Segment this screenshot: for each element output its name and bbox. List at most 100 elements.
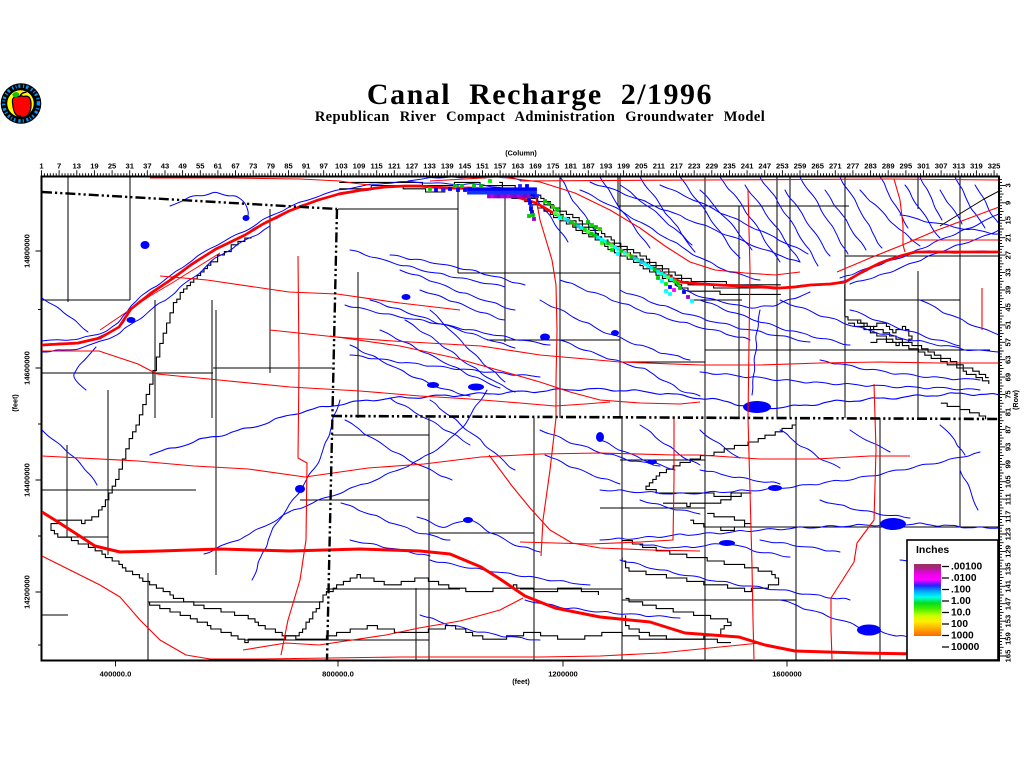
svg-text:13: 13 — [73, 161, 81, 170]
svg-text:123: 123 — [1004, 528, 1013, 541]
svg-text:9: 9 — [1004, 201, 1013, 205]
svg-text:319: 319 — [970, 161, 983, 170]
svg-text:295: 295 — [900, 161, 913, 170]
svg-text:241: 241 — [741, 161, 754, 170]
svg-text:235: 235 — [723, 161, 736, 170]
svg-text:151: 151 — [476, 161, 489, 170]
svg-text:37: 37 — [143, 161, 151, 170]
svg-text:117: 117 — [1004, 510, 1013, 522]
svg-text:15: 15 — [1004, 215, 1013, 224]
svg-text:Republican River Compact Admin: Republican River Compact Administration … — [315, 109, 765, 125]
svg-text:129: 129 — [1004, 545, 1013, 558]
svg-text:111: 111 — [1004, 492, 1013, 505]
svg-text:Canal Recharge 2/1996: Canal Recharge 2/1996 — [367, 78, 713, 111]
svg-text:127: 127 — [406, 161, 419, 170]
svg-text:3: 3 — [1004, 183, 1013, 187]
svg-text:313: 313 — [952, 161, 965, 170]
svg-text:205: 205 — [635, 161, 648, 170]
svg-text:14200000: 14200000 — [23, 575, 32, 609]
svg-text:135: 135 — [1004, 562, 1013, 575]
svg-text:85: 85 — [284, 161, 293, 170]
svg-text:145: 145 — [459, 161, 472, 170]
svg-text:(Column): (Column) — [505, 149, 537, 158]
svg-text:14800000: 14800000 — [23, 234, 32, 268]
svg-text:265: 265 — [811, 161, 824, 170]
svg-text:800000.0: 800000.0 — [322, 670, 354, 679]
svg-text:109: 109 — [353, 161, 366, 170]
svg-text:39: 39 — [1004, 286, 1013, 294]
svg-text:87: 87 — [1004, 425, 1013, 433]
svg-text:289: 289 — [882, 161, 895, 170]
svg-text:187: 187 — [582, 161, 595, 170]
svg-text:19: 19 — [90, 161, 98, 170]
svg-text:25: 25 — [108, 161, 117, 170]
svg-text:147: 147 — [1004, 597, 1013, 610]
svg-text:69: 69 — [1004, 373, 1013, 381]
svg-text:271: 271 — [829, 161, 842, 170]
svg-text:163: 163 — [511, 161, 524, 170]
svg-text:43: 43 — [161, 161, 169, 170]
svg-text:157: 157 — [494, 161, 507, 170]
svg-text:175: 175 — [547, 161, 560, 170]
svg-text:31: 31 — [125, 161, 134, 170]
svg-text:81: 81 — [1004, 407, 1013, 416]
svg-text:247: 247 — [758, 161, 771, 170]
svg-text:10000: 10000 — [951, 642, 980, 653]
svg-text:133: 133 — [423, 161, 436, 170]
svg-text:(feet): (feet) — [512, 677, 530, 686]
svg-text:211: 211 — [653, 161, 666, 170]
svg-text:.0100: .0100 — [951, 573, 977, 584]
svg-text:67: 67 — [231, 161, 239, 170]
svg-text:61: 61 — [214, 161, 223, 170]
svg-text:55: 55 — [196, 161, 205, 170]
svg-text:10.0: 10.0 — [951, 608, 971, 619]
svg-text:277: 277 — [847, 161, 860, 170]
svg-text:1.00: 1.00 — [951, 596, 971, 607]
svg-text:100: 100 — [951, 619, 968, 630]
svg-text:73: 73 — [249, 161, 257, 170]
svg-text:283: 283 — [864, 161, 877, 170]
svg-text:181: 181 — [564, 161, 577, 170]
svg-text:121: 121 — [388, 161, 401, 170]
svg-text:(feet): (feet) — [11, 394, 20, 412]
svg-text:199: 199 — [617, 161, 630, 170]
svg-text:153: 153 — [1004, 615, 1013, 628]
svg-text:45: 45 — [1004, 302, 1013, 311]
svg-text:(Row): (Row) — [1011, 389, 1020, 410]
svg-text:99: 99 — [1004, 460, 1013, 468]
svg-text:193: 193 — [600, 161, 613, 170]
svg-text:301: 301 — [917, 161, 930, 170]
svg-text:253: 253 — [776, 161, 789, 170]
svg-text:259: 259 — [794, 161, 807, 170]
svg-text:75: 75 — [1004, 390, 1013, 399]
svg-text:.100: .100 — [951, 585, 971, 596]
svg-text:51: 51 — [1004, 320, 1013, 329]
svg-text:103: 103 — [335, 161, 348, 170]
svg-text:159: 159 — [1004, 632, 1013, 645]
svg-text:325: 325 — [988, 161, 1001, 170]
svg-text:165: 165 — [1004, 649, 1013, 662]
svg-text:14600000: 14600000 — [23, 351, 32, 385]
svg-text:7: 7 — [57, 161, 61, 170]
svg-text:229: 229 — [705, 161, 718, 170]
svg-text:217: 217 — [670, 161, 683, 170]
svg-text:33: 33 — [1004, 268, 1013, 276]
svg-text:1600000: 1600000 — [772, 670, 802, 679]
svg-text:93: 93 — [1004, 443, 1013, 451]
svg-text:139: 139 — [441, 161, 454, 170]
svg-text:1000: 1000 — [951, 631, 974, 642]
svg-text:141: 141 — [1004, 579, 1013, 592]
svg-text:169: 169 — [529, 161, 542, 170]
svg-text:63: 63 — [1004, 355, 1013, 363]
svg-text:1: 1 — [39, 161, 44, 170]
svg-text:79: 79 — [267, 161, 275, 170]
svg-text:97: 97 — [320, 161, 328, 170]
svg-text:Inches: Inches — [916, 544, 949, 556]
svg-text:223: 223 — [688, 161, 701, 170]
svg-text:400000.0: 400000.0 — [100, 670, 132, 679]
svg-text:105: 105 — [1004, 475, 1013, 488]
svg-text:14400000: 14400000 — [23, 463, 32, 497]
svg-text:49: 49 — [178, 161, 186, 170]
svg-text:115: 115 — [371, 161, 384, 170]
svg-text:91: 91 — [302, 161, 311, 170]
